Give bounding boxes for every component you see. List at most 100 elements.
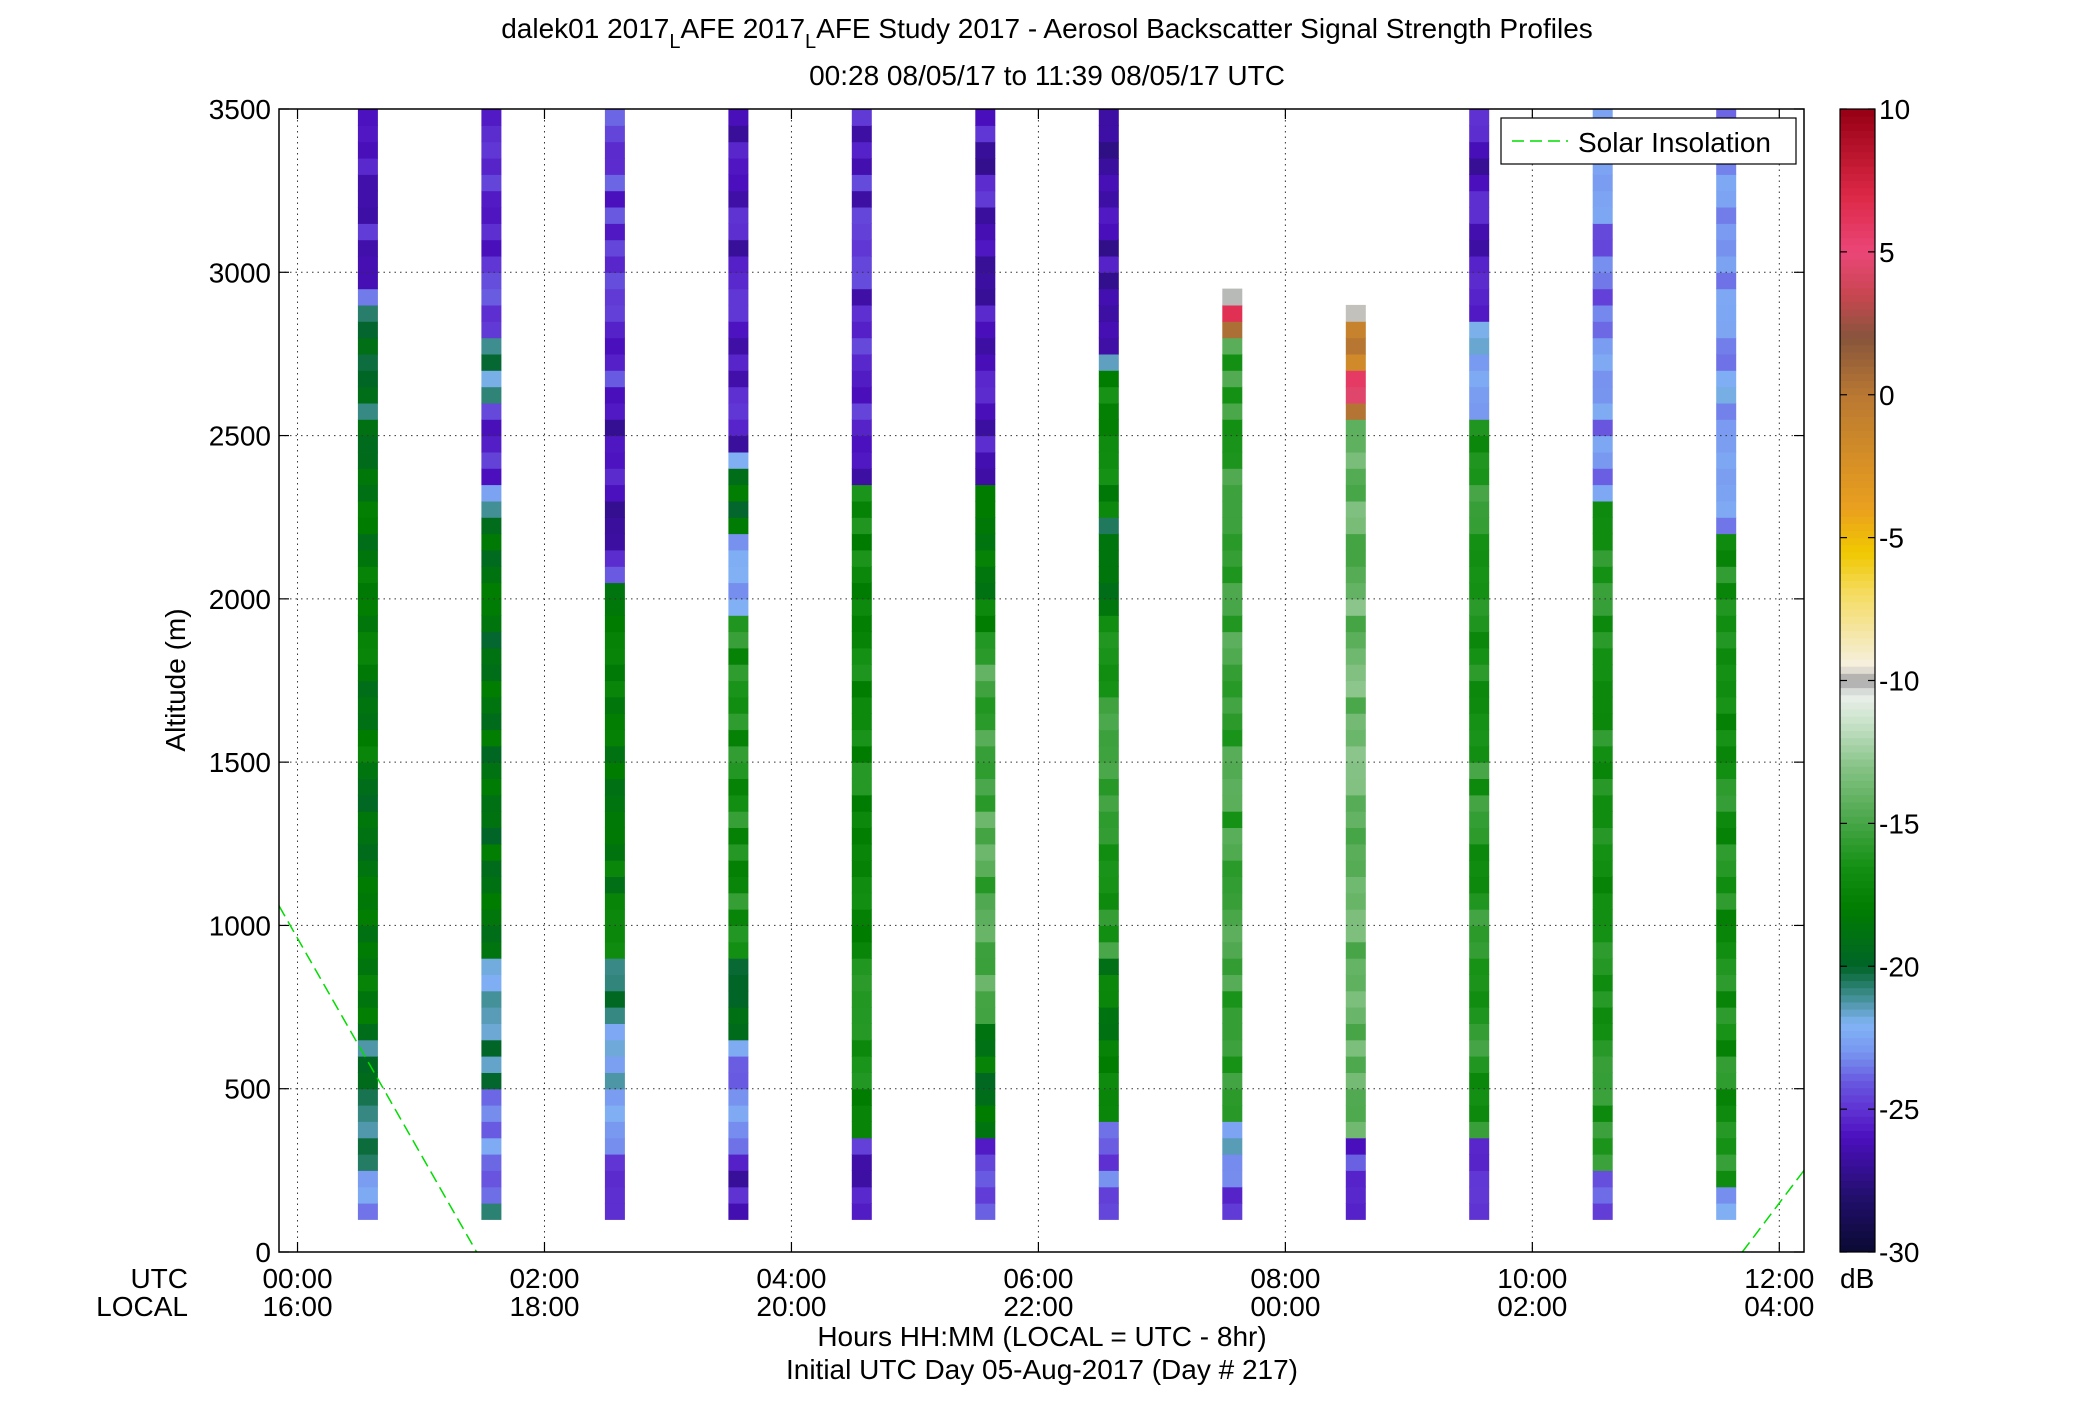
profile-cell (728, 223, 749, 241)
profile-cell (1592, 207, 1613, 224)
profile-cell (975, 533, 996, 551)
profile-cell (851, 1088, 872, 1106)
profile-cell (728, 892, 749, 910)
colorbar-cell (1840, 916, 1875, 924)
colorbar-cell (1840, 1044, 1875, 1053)
profile-cell (1469, 794, 1490, 812)
colorbar-cell (1840, 366, 1875, 374)
profile-cell (357, 647, 378, 665)
profile-cell (357, 892, 378, 910)
profile-cell (1098, 941, 1119, 959)
profile-cell (1098, 778, 1119, 796)
profile-cell (604, 223, 625, 241)
profile-cell (1716, 517, 1737, 535)
profile-cell (1716, 876, 1737, 894)
profile-cell (1592, 549, 1613, 567)
profile-column-7 (1098, 109, 1119, 1220)
colorbar-cell (1840, 187, 1875, 196)
profile-cell (604, 729, 625, 747)
colorbar-cell (1840, 509, 1875, 517)
profile-cell (357, 909, 378, 926)
profile-cell (481, 1039, 502, 1057)
colorbar-cell (1840, 180, 1875, 189)
profile-cell (851, 990, 872, 1008)
profile-cell (1345, 1121, 1366, 1139)
profile-cell (1716, 304, 1737, 322)
profile-cell (851, 1170, 872, 1188)
colorbar-cell (1840, 866, 1875, 874)
profile-cell (1469, 1170, 1490, 1188)
profile-cell (1469, 402, 1490, 420)
profile-cell (481, 353, 502, 371)
profile-cell (1098, 435, 1119, 453)
profile-cell (1222, 1007, 1243, 1024)
colorbar-cell (1840, 716, 1875, 724)
profile-cell (1222, 1154, 1243, 1171)
profile-cell (1469, 1039, 1490, 1057)
profile-cell (1716, 762, 1737, 779)
profile-cell (357, 811, 378, 828)
profile-cell (975, 762, 996, 779)
profile-cell (604, 876, 625, 894)
colorbar-cell (1840, 1187, 1875, 1196)
profile-cell (1222, 353, 1243, 371)
profile-cell (1469, 190, 1490, 208)
colorbar-cell (1840, 816, 1875, 824)
profile-cell (1592, 680, 1613, 698)
profile-cell (728, 729, 749, 747)
profile-cell (1345, 762, 1366, 779)
profile-cell (728, 925, 749, 943)
profile-cell (728, 256, 749, 273)
profile-cell (851, 304, 872, 322)
profile-cell (604, 925, 625, 943)
profile-cell (1222, 925, 1243, 943)
profile-cell (1716, 925, 1737, 943)
profile-cell (1469, 925, 1490, 943)
profile-cell (851, 1154, 872, 1171)
colorbar-cell (1840, 701, 1875, 710)
profile-cell (1592, 337, 1613, 355)
profile-cell (604, 468, 625, 486)
colorbar-cell (1840, 844, 1875, 853)
profile-cell (604, 811, 625, 828)
x-tick-label-local: 18:00 (509, 1291, 579, 1322)
profiles-layer (357, 109, 1737, 1220)
colorbar-cell (1840, 759, 1875, 767)
colorbar-cell (1840, 873, 1875, 882)
profile-cell (1716, 1023, 1737, 1041)
colorbar-cell (1840, 587, 1875, 596)
colorbar-cell (1840, 951, 1875, 960)
profile-cell (604, 941, 625, 959)
grid-layer (279, 109, 1804, 1252)
title-segment-sub-2: L (805, 31, 816, 53)
profile-cell (1222, 1170, 1243, 1188)
profile-cell (851, 860, 872, 877)
profile-cell (1098, 1007, 1119, 1024)
y-tick-label: 2500 (209, 421, 271, 452)
profile-cell (851, 353, 872, 371)
profile-cell (604, 174, 625, 192)
legend: Solar Insolation (1500, 117, 1797, 165)
profile-cell (851, 762, 872, 779)
profile-cell (1345, 1056, 1366, 1073)
colorbar-cell (1840, 751, 1875, 760)
profile-cell (1222, 664, 1243, 682)
profile-cell (1592, 500, 1613, 518)
profile-cell (1469, 941, 1490, 959)
profile-cell (1592, 533, 1613, 551)
profile-cell (728, 794, 749, 812)
profile-cell (481, 158, 502, 175)
profile-cell (1592, 925, 1613, 943)
profile-cell (604, 207, 625, 224)
colorbar-cell (1840, 259, 1875, 267)
profile-cell (851, 1056, 872, 1073)
colorbar-cell (1840, 601, 1875, 610)
profile-cell (357, 990, 378, 1008)
profile-cell (357, 402, 378, 420)
profile-cell (975, 517, 996, 535)
profile-cell (975, 435, 996, 453)
profile-cell (357, 223, 378, 241)
profile-cell (728, 974, 749, 992)
profile-cell (1469, 843, 1490, 861)
profile-cell (975, 190, 996, 208)
